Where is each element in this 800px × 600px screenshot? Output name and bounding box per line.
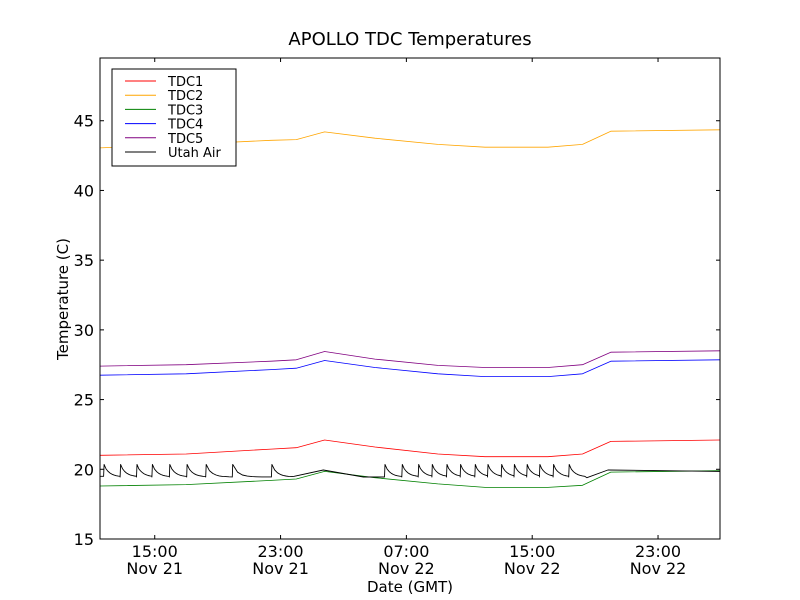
y-tick-label: 20 [74, 460, 94, 479]
legend-label: TDC1 [167, 75, 203, 90]
series-line-tdc1 [99, 439, 721, 458]
x-axis-label: Date (GMT) [367, 578, 453, 596]
y-tick-label: 25 [74, 391, 94, 410]
y-tick-label: 35 [74, 251, 94, 270]
series-line-tdc2 [99, 129, 721, 149]
x-tick-label-date: Nov 21 [252, 559, 309, 578]
y-tick-label: 45 [74, 112, 94, 131]
x-tick-label-time: 15:00 [509, 542, 555, 561]
x-tick-label-time: 15:00 [132, 542, 178, 561]
series-line-tdc4 [99, 359, 721, 377]
legend-label: TDC5 [167, 132, 203, 147]
x-tick-label-time: 07:00 [383, 542, 429, 561]
x-tick-label-date: Nov 22 [630, 559, 687, 578]
y-tick-label: 15 [74, 530, 94, 549]
y-tick-label: 30 [74, 321, 94, 340]
legend-label: TDC3 [167, 103, 203, 118]
x-tick-label-time: 23:00 [258, 542, 304, 561]
y-tick-label: 40 [74, 181, 94, 200]
x-tick-label-time: 23:00 [635, 542, 681, 561]
series-line-tdc5 [99, 350, 721, 368]
x-tick-label-date: Nov 22 [504, 559, 561, 578]
legend-label: Utah Air [168, 146, 221, 161]
series-line-utah-air [100, 463, 721, 479]
legend-label: TDC4 [167, 118, 203, 133]
legend-label: TDC2 [167, 89, 203, 104]
legend-frame [111, 68, 237, 167]
y-axis-label: Temperature (C) [54, 238, 72, 361]
x-tick-label-date: Nov 22 [378, 559, 435, 578]
x-tick-label-date: Nov 21 [126, 559, 183, 578]
series-line-tdc3 [99, 470, 721, 488]
plot-lines [99, 129, 721, 488]
chart-title: APOLLO TDC Temperatures [288, 29, 531, 50]
y-axis: 15 20 25 30 35 40 45 [74, 112, 720, 549]
plot-frame [99, 57, 721, 540]
